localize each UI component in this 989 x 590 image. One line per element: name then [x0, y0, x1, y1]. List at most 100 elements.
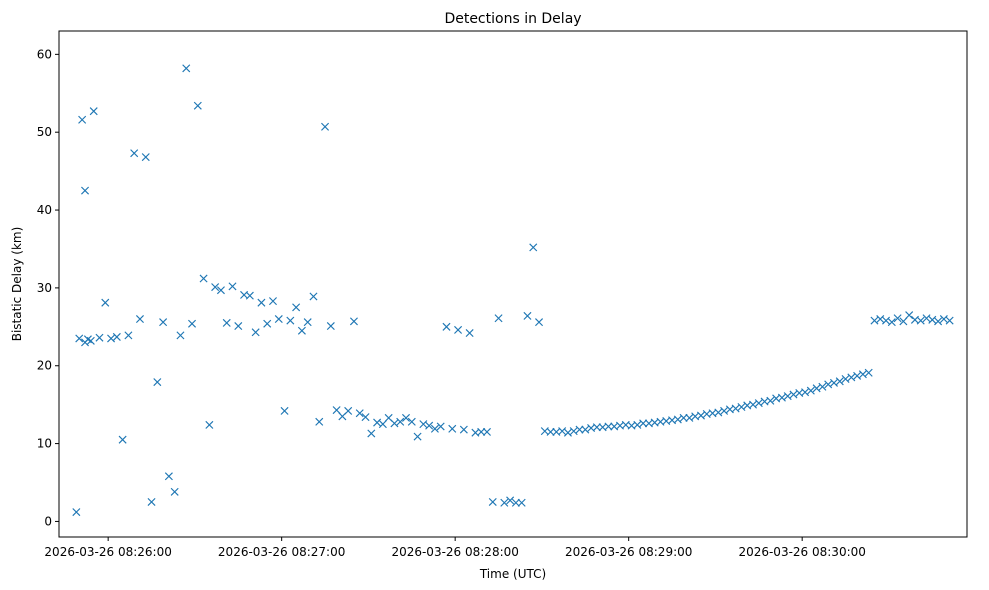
scatter-point: [696, 411, 705, 420]
scatter-point: [234, 322, 243, 331]
y-tick-label: 50: [37, 125, 52, 139]
scatter-point: [558, 427, 567, 436]
scatter-point: [754, 399, 763, 408]
scatter-point: [494, 314, 503, 323]
scatter-point: [176, 331, 185, 340]
scatter-point: [673, 415, 682, 424]
scatter-point: [401, 413, 411, 422]
x-axis: 2026-03-26 08:26:00 2026-03-26 08:27:00 20…: [44, 537, 866, 559]
scatter-point: [390, 419, 399, 428]
scatter-point: [257, 298, 266, 307]
y-tick-label: 40: [37, 203, 52, 217]
scatter-point: [511, 498, 520, 507]
scatter-point: [928, 315, 937, 324]
scatter-point: [141, 153, 150, 162]
x-tick-label: 2026-03-26 08:29:00: [565, 545, 692, 559]
scatter-point: [812, 384, 821, 393]
scatter-point: [396, 417, 405, 426]
scatter-point: [292, 303, 301, 312]
scatter-point: [251, 328, 260, 337]
scatter-point: [737, 402, 746, 412]
y-tick-label: 0: [44, 514, 52, 528]
scatter-point: [824, 380, 833, 389]
scatter-point: [170, 487, 179, 496]
scatter-point: [685, 413, 694, 422]
scatter-point: [112, 332, 121, 341]
scatter-point: [147, 497, 156, 506]
scatter-point: [425, 421, 434, 430]
scatter-point: [280, 406, 289, 415]
scatter-point: [118, 435, 127, 444]
scatter-point: [916, 316, 925, 325]
scatter-point: [86, 336, 95, 345]
scatter-point: [939, 315, 948, 324]
scatter-point: [835, 377, 844, 386]
scatter-point: [413, 432, 422, 441]
scatter-point: [882, 316, 891, 325]
scatter-point: [847, 373, 856, 382]
scatter-point: [477, 427, 486, 436]
scatter-point: [546, 427, 555, 436]
scatter-point: [81, 186, 90, 195]
y-tick-label: 20: [37, 359, 52, 373]
scatter-point: [361, 413, 370, 422]
scatter-point: [899, 317, 908, 326]
scatter-point: [853, 371, 862, 380]
scatter-point: [332, 406, 341, 415]
scatter-point: [286, 316, 295, 325]
scatter-point: [766, 396, 775, 405]
scatter-point: [604, 422, 613, 431]
scatter-point: [488, 497, 497, 506]
scatter-point: [135, 315, 144, 324]
scatter-point: [714, 408, 723, 417]
scatter-point: [344, 406, 353, 415]
scatter-point: [205, 420, 214, 429]
scatter-point: [130, 149, 139, 158]
scatter-point: [858, 370, 867, 379]
scatter-point: [211, 283, 220, 292]
scatter-point: [268, 297, 277, 306]
scatter-point: [841, 374, 850, 383]
scatter-point: [731, 404, 740, 413]
scatter-point: [801, 388, 810, 397]
scatter-point: [506, 496, 515, 505]
scatter-point: [228, 282, 237, 291]
scatter-point: [315, 417, 324, 426]
scatter-point: [517, 498, 526, 507]
scatter-point: [216, 286, 225, 295]
scatter-point: [124, 331, 133, 340]
scatter-point: [107, 334, 116, 343]
scatter-point: [934, 317, 943, 326]
scatter-point: [193, 101, 202, 110]
scatter-point: [563, 428, 572, 437]
scatter-point: [182, 64, 191, 73]
scatter-point: [465, 329, 474, 338]
plot-area-frame: [58, 30, 968, 538]
scatter-point: [829, 378, 838, 387]
y-axis: 0 10 20 30 40 50 60: [37, 47, 59, 528]
scatter-point: [592, 423, 601, 432]
scatter-point: [95, 333, 104, 342]
scatter-point: [303, 318, 312, 327]
scatter-point: [378, 420, 387, 429]
scatter-point: [274, 315, 283, 324]
scatter-point: [783, 392, 792, 401]
scatter-point: [887, 318, 896, 327]
scatter-point: [500, 498, 509, 507]
scatter-point: [309, 292, 318, 301]
scatter-point: [529, 243, 538, 252]
scatter-point: [749, 400, 758, 409]
scatter-point: [777, 393, 786, 402]
scatter-point: [355, 409, 364, 418]
x-tick-label: 2026-03-26 08:26:00: [44, 545, 171, 559]
y-tick-label: 10: [37, 437, 52, 451]
scatter-point: [436, 422, 445, 431]
y-tick-label: 60: [37, 47, 52, 61]
scatter-point: [575, 425, 584, 434]
scatter-point: [876, 315, 885, 324]
scatter-point: [720, 406, 729, 415]
chart-title: Detections in Delay: [444, 11, 581, 27]
scatter-point: [818, 382, 827, 391]
scatter-point: [535, 318, 544, 327]
